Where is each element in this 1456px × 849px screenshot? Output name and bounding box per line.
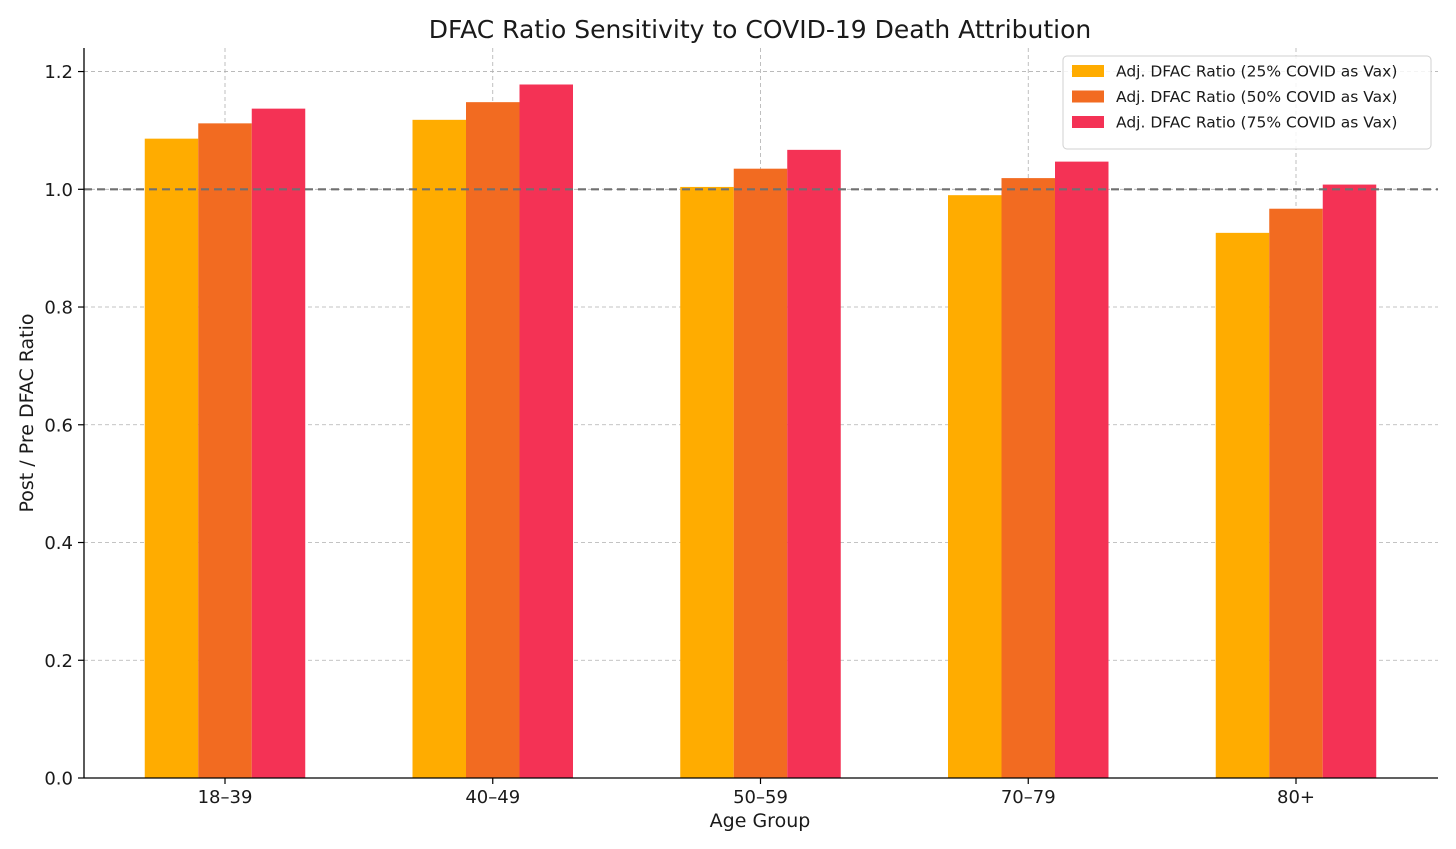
bar: [1269, 208, 1323, 778]
bar: [412, 119, 466, 779]
y-tick-label: 1.2: [44, 62, 73, 83]
x-tick-label: 80+: [1277, 787, 1315, 808]
x-tick-label: 18–39: [198, 787, 253, 808]
legend-swatch: [1072, 65, 1104, 77]
x-tick-label: 50–59: [733, 787, 788, 808]
legend-label: Adj. DFAC Ratio (25% COVID as Vax): [1116, 63, 1397, 81]
legend-box: [1062, 55, 1432, 150]
bar: [1055, 161, 1109, 778]
y-axis-label: Post / Pre DFAC Ratio: [16, 313, 38, 512]
legend: Adj. DFAC Ratio (25% COVID as Vax) Adj. D…: [1062, 55, 1432, 150]
bar: [733, 168, 788, 778]
y-tick-label: 0.2: [44, 651, 73, 672]
y-tick-label: 0.6: [44, 415, 73, 436]
legend-swatch: [1072, 116, 1104, 128]
legend-label: Adj. DFAC Ratio (75% COVID as Vax): [1116, 114, 1397, 132]
y-tick-label: 0.4: [44, 533, 73, 554]
bar: [948, 195, 1002, 778]
bar: [1322, 184, 1377, 779]
bar: [680, 186, 734, 778]
bar: [1001, 178, 1055, 778]
bar: [198, 123, 252, 778]
x-tick-label: 40–49: [465, 787, 520, 808]
bars: [144, 84, 1377, 779]
y-tick-label: 1.0: [44, 180, 73, 201]
bar: [519, 84, 573, 778]
chart-title: DFAC Ratio Sensitivity to COVID-19 Death…: [429, 15, 1092, 44]
y-tick-label: 0.0: [44, 769, 73, 790]
legend-label: Adj. DFAC Ratio (50% COVID as Vax): [1116, 88, 1397, 106]
bar: [251, 108, 306, 779]
x-axis-label: Age Group: [710, 810, 811, 832]
x-tick-label: 70–79: [1001, 787, 1056, 808]
bar: [144, 138, 199, 779]
bar: [787, 149, 841, 778]
y-tick-label: 0.8: [44, 298, 73, 319]
bar: [466, 102, 520, 778]
x-axis-ticks: 18–39 40–49 50–59 70–79 80+: [198, 778, 1315, 808]
legend-swatch: [1072, 90, 1104, 103]
bar: [1215, 232, 1270, 778]
y-axis-ticks: 0.0 0.2 0.4 0.6 0.8 1.0 1.2: [44, 62, 84, 790]
